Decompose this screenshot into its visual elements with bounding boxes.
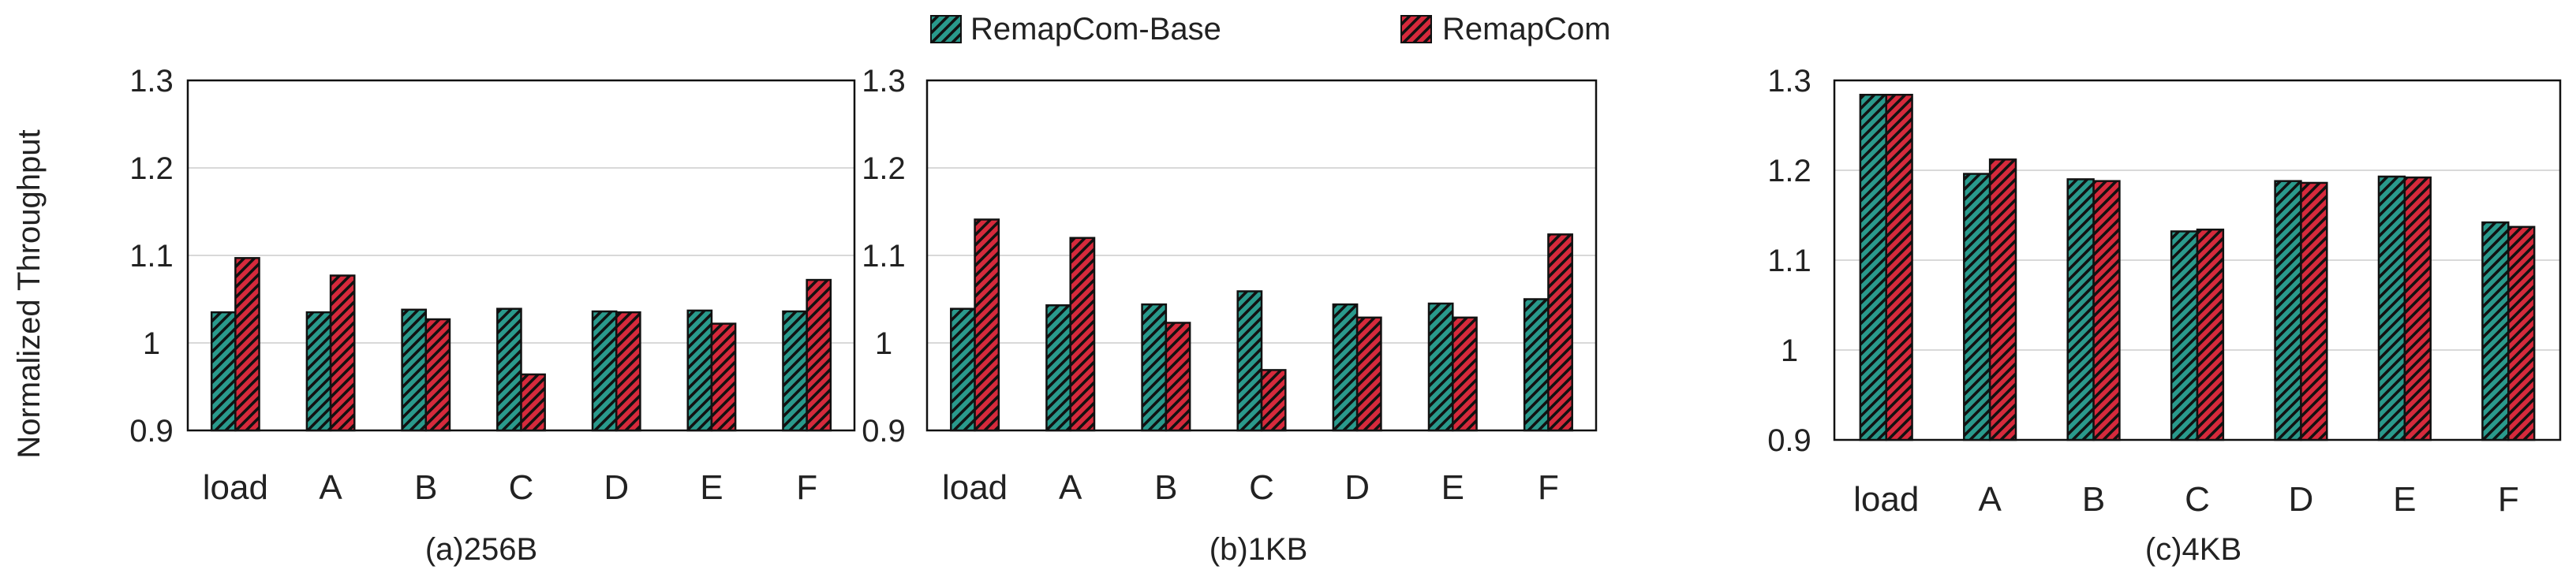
legend: RemapCom-Base RemapCom	[930, 12, 1610, 47]
x-tick-label: D	[1344, 468, 1370, 507]
bar-remapcom-b	[2092, 180, 2121, 441]
bar-remapcom-base-e	[2377, 175, 2406, 441]
chart-panel-2: 0.9 1 1.1 1.2 1.3 load A B C D E F (b)1KB	[862, 64, 1598, 567]
bar-remapcom-base-a	[1045, 304, 1071, 432]
bar-remapcom-c	[1260, 369, 1287, 432]
y-tick-label: 1	[143, 326, 160, 361]
bar-remapcom-load	[974, 218, 1000, 432]
x-tick-label: E	[1441, 468, 1464, 507]
panel-title: (a)256B	[425, 532, 537, 567]
x-tick-label: B	[2082, 480, 2105, 519]
y-tick-label: 1	[1781, 333, 1798, 368]
panel-title: (b)1KB	[1209, 532, 1308, 567]
y-axis-label: Normalized Throughput	[12, 129, 47, 458]
legend-label-remapcom-base: RemapCom-Base	[970, 12, 1221, 47]
bar-remapcom-base-load	[210, 311, 237, 432]
x-tick-label: F	[2498, 480, 2519, 519]
bar-remapcom-base-load	[950, 307, 976, 432]
y-tick-label: 0.9	[862, 414, 906, 449]
bar-remapcom-a	[329, 274, 356, 432]
x-tick-label: B	[1154, 468, 1177, 507]
x-tick-label: A	[1978, 480, 2002, 519]
bar-remapcom-load	[234, 257, 260, 432]
bar-remapcom-base-c	[496, 307, 522, 432]
bar-remapcom-base-load	[1859, 93, 1887, 441]
bar-remapcom-e	[710, 322, 737, 432]
x-tick-label: load	[203, 468, 268, 507]
bar-remapcom-base-c	[2170, 230, 2199, 441]
x-tick-label: C	[1249, 468, 1274, 507]
x-tick-label: F	[796, 468, 817, 507]
bar-remapcom-base-b	[2066, 178, 2095, 441]
bar-remapcom-b	[1165, 322, 1191, 432]
x-tick-label: F	[1538, 468, 1559, 507]
chart-panels: 0.9 1 1.1 1.2 1.3 load A B C D E F (a)256B 0.9 1 1.1 1.2…	[129, 64, 2562, 567]
y-tick-label: 1.1	[862, 239, 906, 274]
y-tick-label: 1.1	[1767, 244, 1811, 278]
y-tick-label: 1.3	[129, 64, 174, 99]
x-tick-label: C	[2185, 480, 2210, 519]
bar-remapcom-base-a	[305, 311, 332, 432]
x-tick-label: D	[2289, 480, 2314, 519]
bar-remapcom-base-d	[1332, 303, 1359, 432]
bar-remapcom-b	[424, 318, 451, 432]
bar-remapcom-d	[615, 311, 641, 432]
x-tick-label: D	[604, 468, 629, 507]
y-tick-label: 1.2	[1767, 154, 1811, 188]
bar-remapcom-base-e	[1427, 302, 1454, 432]
bar-remapcom-base-e	[686, 309, 713, 432]
y-tick-label: 1.2	[129, 151, 174, 186]
legend-swatch-remapcom	[1400, 15, 1432, 43]
bar-remapcom-e	[1452, 316, 1478, 432]
x-tick-label: load	[942, 468, 1008, 507]
bar-remapcom-a	[1069, 236, 1096, 432]
x-tick-label: load	[1853, 480, 1919, 519]
y-tick-label: 0.9	[129, 414, 174, 449]
x-tick-label: E	[700, 468, 723, 507]
y-tick-label: 1	[875, 326, 892, 361]
panel-title: (c)4KB	[2145, 532, 2241, 567]
bar-remapcom-base-b	[1141, 303, 1168, 432]
y-tick-label: 1.2	[862, 151, 906, 186]
y-tick-label: 1.1	[129, 239, 174, 274]
bar-remapcom-base-c	[1236, 290, 1263, 432]
x-tick-label: B	[414, 468, 437, 507]
bar-remapcom-f	[1547, 233, 1573, 432]
x-tick-label: A	[1059, 468, 1082, 507]
bar-remapcom-base-b	[401, 308, 428, 432]
legend-swatch-remapcom-base	[930, 15, 962, 43]
bar-remapcom-c	[2196, 228, 2225, 441]
bar-remapcom-f	[2507, 225, 2536, 441]
legend-label-remapcom: RemapCom	[1442, 12, 1610, 47]
bar-remapcom-a	[1988, 158, 2017, 441]
bar-remapcom-base-d	[2274, 180, 2302, 441]
y-tick-label: 1.3	[862, 64, 906, 99]
y-tick-label: 1.3	[1767, 64, 1811, 99]
bar-remapcom-load	[1885, 93, 1913, 441]
bar-remapcom-base-a	[1963, 173, 1991, 441]
bar-remapcom-base-f	[1523, 298, 1550, 432]
bar-remapcom-base-d	[591, 310, 618, 432]
bar-remapcom-e	[2403, 176, 2432, 441]
bar-remapcom-d	[2300, 181, 2328, 441]
bar-remapcom-base-f	[2481, 221, 2510, 441]
bar-remapcom-f	[806, 278, 832, 432]
x-tick-label: A	[319, 468, 342, 507]
bar-remapcom-d	[1355, 316, 1382, 432]
y-tick-label: 0.9	[1767, 423, 1811, 458]
x-tick-label: E	[2393, 480, 2416, 519]
chart-panel-1: 0.9 1 1.1 1.2 1.3 load A B C D E F (a)256B	[129, 64, 856, 567]
chart-panel-3: 0.9 1 1.1 1.2 1.3 load A B C D E F (c)4KB	[1767, 64, 2562, 567]
bar-remapcom-base-f	[782, 310, 808, 432]
bar-remapcom-c	[520, 373, 546, 432]
x-tick-label: C	[509, 468, 534, 507]
